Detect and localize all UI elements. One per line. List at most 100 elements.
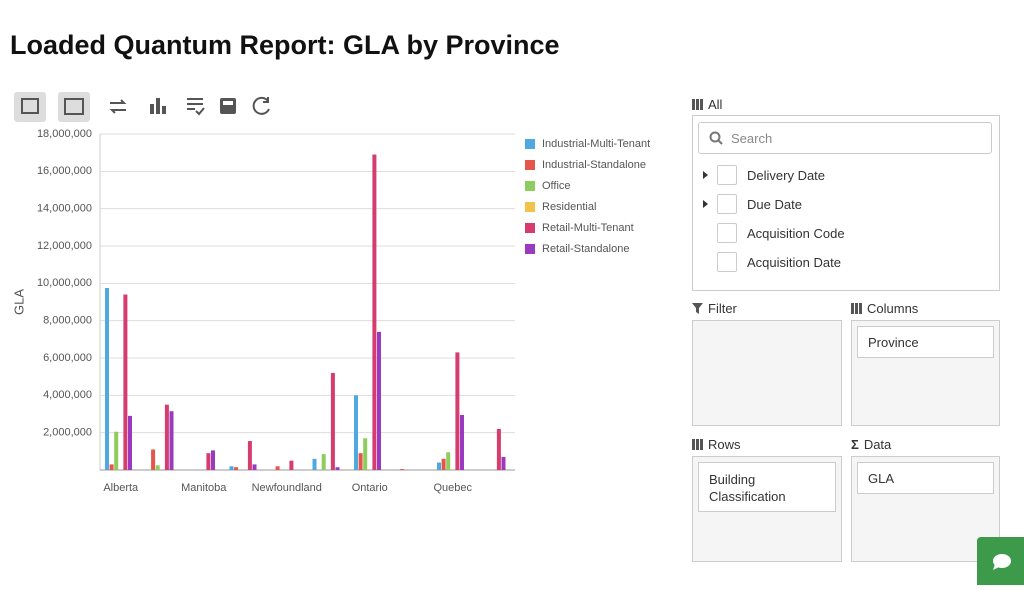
y-tick-label: 4,000,000 bbox=[43, 389, 92, 401]
search-icon bbox=[709, 131, 723, 145]
filter-title: Filter bbox=[708, 301, 737, 316]
chart: GLA 2,000,000 4,000,000 6,000,000 8,000,000… bbox=[11, 92, 650, 494]
rows-title: Rows bbox=[708, 437, 741, 452]
checkbox[interactable] bbox=[717, 252, 737, 272]
bar bbox=[164, 404, 169, 470]
fields-title: All bbox=[708, 97, 723, 112]
tool-icon bbox=[21, 98, 39, 114]
search-box[interactable]: Search bbox=[698, 122, 992, 154]
bar bbox=[455, 352, 460, 470]
x-tick-label: Quebec bbox=[433, 482, 472, 494]
x-tick-label: Manitoba bbox=[181, 482, 227, 494]
bar bbox=[105, 288, 109, 470]
x-tick-label: Ontario bbox=[352, 482, 388, 494]
bar bbox=[123, 294, 128, 470]
data-label: GLA bbox=[868, 471, 895, 486]
save-icon bbox=[223, 101, 233, 105]
column-pill[interactable]: Province bbox=[857, 326, 994, 358]
data-title: Data bbox=[863, 437, 892, 452]
y-tick-label: 2,000,000 bbox=[43, 427, 92, 439]
toolbar bbox=[14, 92, 270, 122]
checkbox[interactable] bbox=[717, 223, 737, 243]
bar bbox=[446, 452, 451, 470]
data-header: Σ Data bbox=[851, 437, 891, 452]
x-tick-label: Alberta bbox=[103, 482, 139, 494]
bar bbox=[109, 464, 114, 470]
bar bbox=[247, 441, 252, 470]
column-label: Province bbox=[868, 335, 919, 350]
field-label: Delivery Date bbox=[747, 167, 826, 183]
legend-swatch bbox=[525, 139, 535, 149]
rows-header: Rows bbox=[692, 437, 741, 452]
y-tick-label: 16,000,000 bbox=[37, 165, 92, 177]
swap-icon[interactable] bbox=[109, 99, 127, 114]
legend-label: Residential bbox=[542, 201, 596, 213]
rows-area[interactable]: Building Classification bbox=[692, 456, 842, 562]
chart-icon[interactable] bbox=[150, 104, 154, 114]
tool-button[interactable] bbox=[58, 92, 90, 122]
legend-swatch bbox=[525, 181, 535, 191]
bar bbox=[460, 414, 464, 470]
chart-icon bbox=[156, 98, 160, 114]
bar bbox=[206, 453, 211, 470]
tool-button[interactable] bbox=[14, 92, 46, 122]
expand-arrows[interactable] bbox=[702, 170, 710, 210]
columns-area[interactable]: Province bbox=[851, 320, 1000, 426]
bar bbox=[372, 154, 377, 471]
bar bbox=[169, 411, 174, 470]
legend-label: Retail-Multi-Tenant bbox=[542, 222, 634, 234]
checkbox[interactable] bbox=[717, 194, 737, 214]
bar bbox=[155, 465, 160, 470]
row-pill[interactable]: Building Classification bbox=[698, 462, 836, 512]
y-tick-label: 6,000,000 bbox=[43, 352, 92, 364]
bar bbox=[229, 466, 234, 470]
field-item[interactable]: Delivery Date bbox=[717, 165, 825, 185]
fields-list: Search Delivery Date Due Date Acquisitio… bbox=[692, 115, 1000, 291]
bar bbox=[400, 469, 405, 470]
bar bbox=[312, 458, 317, 470]
checkbox[interactable] bbox=[717, 165, 737, 185]
data-pill[interactable]: GLA bbox=[857, 462, 994, 494]
y-tick-label: 12,000,000 bbox=[37, 240, 92, 252]
y-axis-label: GLA bbox=[11, 289, 26, 315]
bar bbox=[289, 460, 294, 470]
bar bbox=[321, 454, 326, 470]
bar bbox=[358, 453, 363, 470]
filter-header: Filter bbox=[692, 301, 737, 316]
legend-label: Retail-Standalone bbox=[542, 243, 629, 255]
legend-swatch bbox=[525, 160, 535, 170]
bar bbox=[252, 464, 257, 470]
field-item[interactable]: Acquisition Code bbox=[717, 223, 845, 243]
field-label: Acquisition Date bbox=[747, 254, 841, 270]
field-item[interactable]: Due Date bbox=[717, 194, 802, 214]
field-item[interactable]: Acquisition Date bbox=[717, 252, 841, 272]
chat-button[interactable] bbox=[977, 537, 1024, 585]
chat-icon bbox=[993, 554, 1011, 570]
grid-icon bbox=[851, 303, 862, 314]
tool-icon bbox=[64, 98, 84, 115]
refresh-icon[interactable] bbox=[252, 96, 270, 115]
bar bbox=[496, 428, 501, 470]
bar bbox=[234, 467, 239, 470]
save-icon[interactable] bbox=[220, 98, 236, 114]
data-area[interactable]: GLA bbox=[851, 456, 1000, 562]
legend-swatch bbox=[525, 223, 535, 233]
format-icon[interactable] bbox=[187, 98, 205, 116]
legend-label: Office bbox=[542, 180, 571, 192]
bar bbox=[128, 415, 132, 470]
y-tick-label: 18,000,000 bbox=[37, 128, 92, 140]
bar bbox=[211, 450, 215, 470]
bar bbox=[330, 372, 335, 470]
search-placeholder: Search bbox=[731, 130, 773, 146]
grid-icon bbox=[692, 439, 703, 450]
bar bbox=[363, 438, 368, 470]
filter-area[interactable] bbox=[692, 320, 842, 426]
bar bbox=[275, 466, 280, 470]
fields-header: All bbox=[692, 97, 722, 112]
y-tick-label: 14,000,000 bbox=[37, 203, 92, 215]
bar bbox=[377, 331, 381, 470]
row-label: Building Classification bbox=[709, 472, 786, 504]
chart-icon bbox=[162, 106, 166, 114]
bar bbox=[441, 458, 446, 470]
field-label: Acquisition Code bbox=[747, 225, 845, 241]
